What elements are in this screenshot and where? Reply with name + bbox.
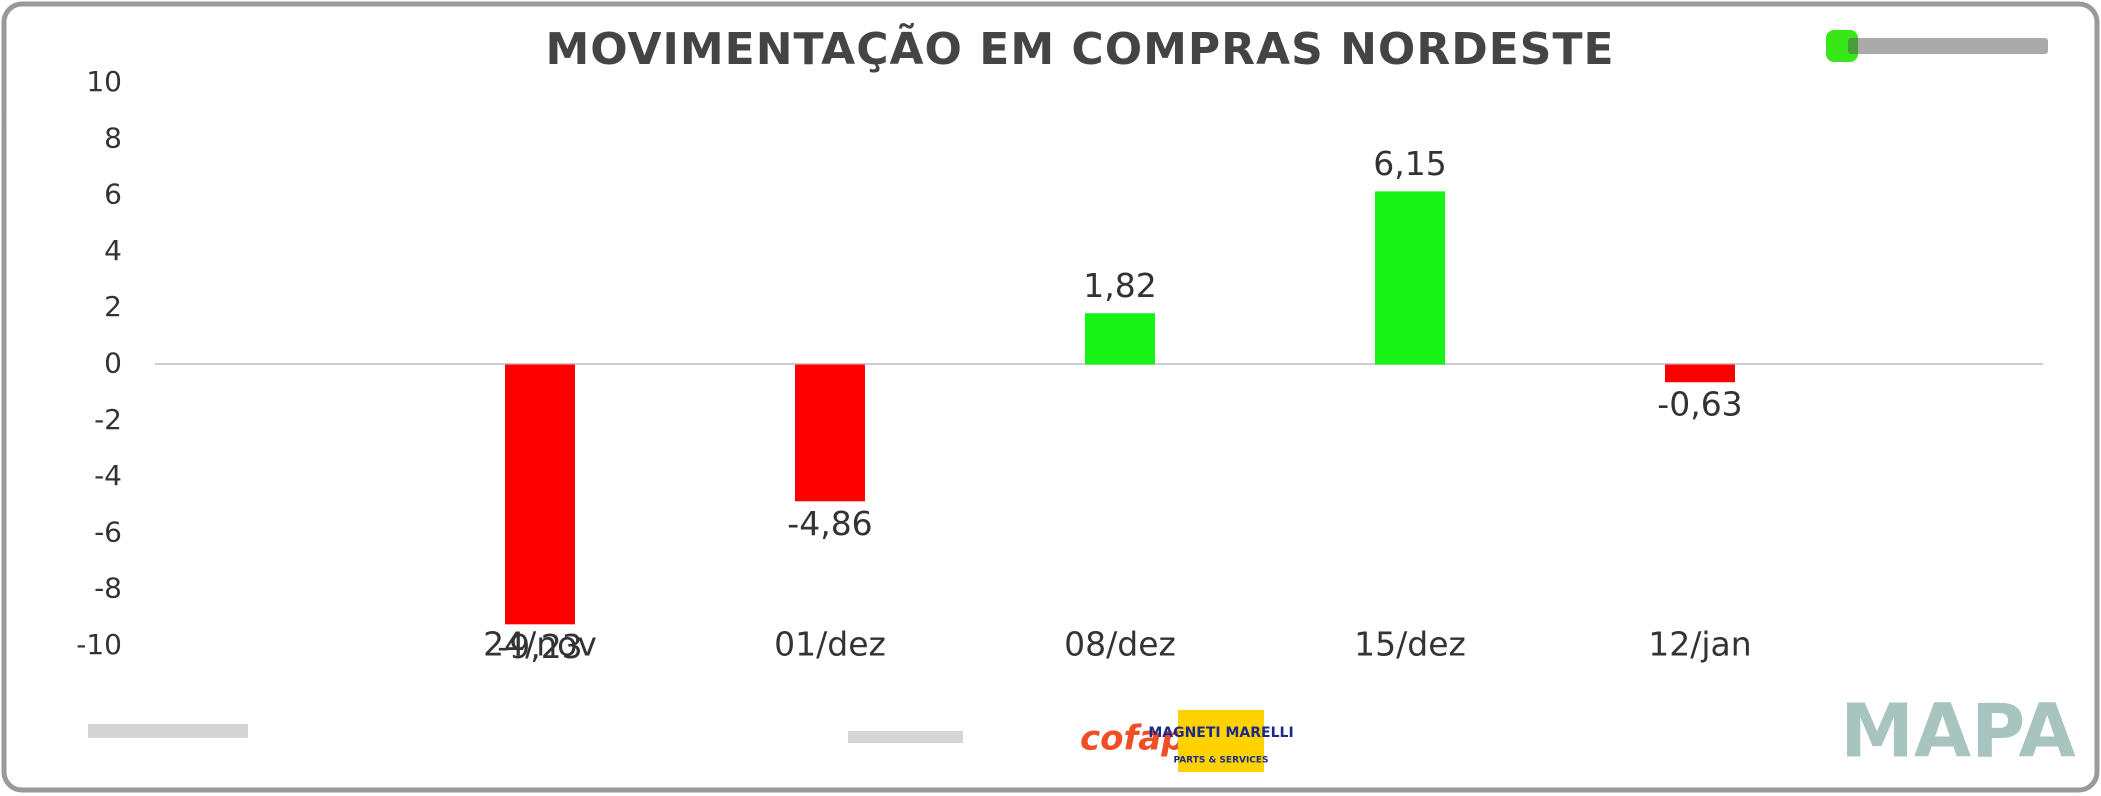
bar [1085, 313, 1155, 365]
y-tick-label: 2 [104, 290, 122, 323]
y-tick-label: -10 [76, 628, 122, 661]
sponsor-logo: MAGNETI MARELLI [1148, 725, 1293, 741]
y-tick-label: 0 [104, 347, 122, 380]
value-label: -0,63 [1657, 385, 1742, 424]
y-tick-label: -2 [94, 403, 122, 436]
bar [505, 364, 575, 625]
x-tick-label: 15/dez [1354, 625, 1466, 664]
x-tick-label: 01/dez [774, 625, 886, 664]
bar [1665, 364, 1735, 383]
value-label: -4,86 [787, 504, 872, 543]
footer: cofap MAGNETI MARELLI PARTS & SERVICES M… [88, 689, 2076, 775]
logo [1826, 30, 2048, 62]
value-label: 1,82 [1083, 266, 1156, 305]
sponsor-logo: cofap [1080, 719, 1186, 759]
x-tick-label: 08/dez [1064, 625, 1176, 664]
y-tick-label: 6 [104, 178, 122, 211]
x-tick-label: 12/jan [1648, 625, 1751, 664]
brand-logo: MAPA [1840, 689, 2076, 775]
sponsor-subtitle: PARTS & SERVICES [1173, 756, 1268, 766]
chart-title: MOVIMENTAÇÃO EM COMPRAS NORDESTE [545, 22, 1614, 75]
y-tick-label: 4 [104, 234, 122, 267]
y-tick-label: 10 [86, 65, 122, 98]
value-label: 6,15 [1373, 144, 1446, 183]
y-tick-label: 8 [104, 121, 122, 154]
bar [795, 364, 865, 502]
y-tick-label: -6 [94, 515, 122, 548]
y-tick-label: -8 [94, 572, 122, 605]
y-tick-label: -4 [94, 459, 122, 492]
value-label: -9,23 [497, 627, 582, 666]
x-tick-label: 24/nov [483, 625, 597, 664]
bar [1375, 191, 1445, 365]
